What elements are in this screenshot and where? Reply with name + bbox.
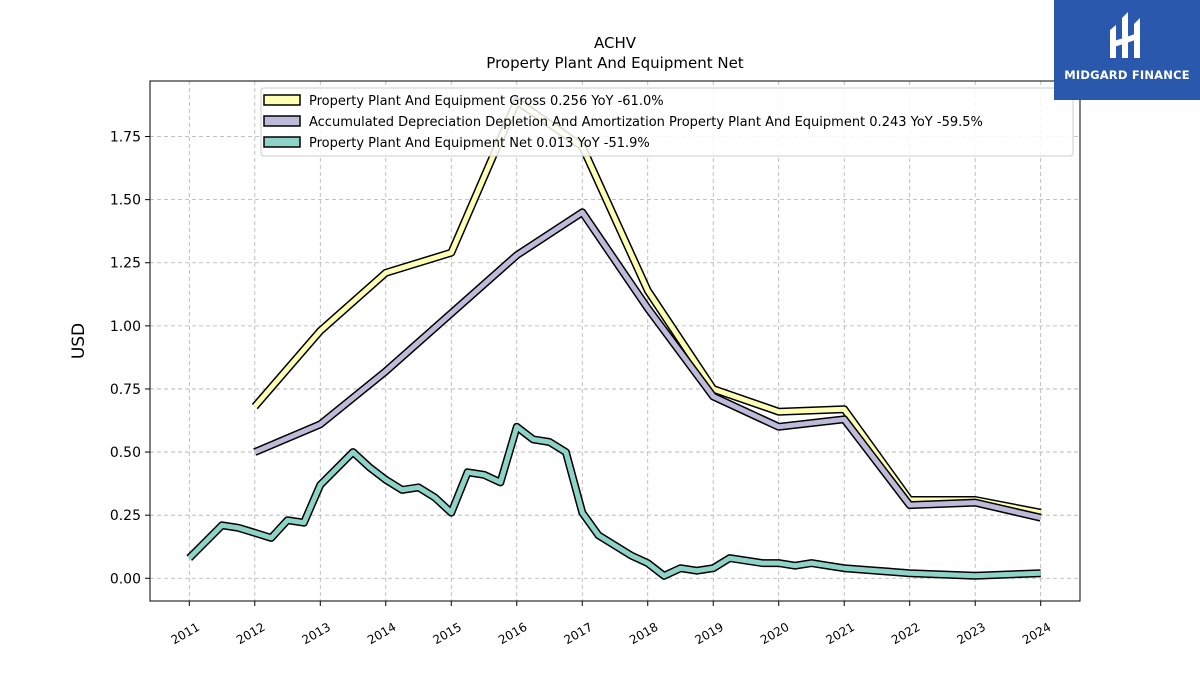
y-tick-label: 0.25	[110, 508, 141, 524]
logo-text: MIDGARD FINANCE	[1064, 68, 1190, 82]
y-tick-label: 1.25	[110, 256, 141, 272]
x-tick-label: 2019	[693, 620, 726, 647]
midgard-finance-logo: MIDGARD FINANCE	[1054, 0, 1200, 100]
legend-swatch	[263, 94, 301, 106]
logo-mark-icon	[1110, 12, 1140, 58]
chart-subtitle: Property Plant And Equipment Net	[486, 54, 743, 72]
x-tick-label: 2013	[300, 620, 333, 647]
series-layer	[186, 97, 1042, 580]
x-tick-label: 2016	[496, 620, 529, 647]
series-3	[186, 422, 1041, 580]
y-tick-label: 1.75	[110, 130, 141, 146]
y-tick-label: 0.75	[110, 382, 141, 398]
y-tick-label: 0.00	[110, 571, 141, 587]
legend-label: Property Plant And Equipment Gross 0.256…	[309, 94, 664, 109]
x-tick-label: 2012	[234, 620, 267, 647]
series-line	[253, 209, 1042, 521]
x-tick-label: 2020	[758, 620, 791, 647]
legend-box	[260, 87, 1074, 157]
plot-area-frame	[149, 80, 1081, 602]
x-tick-label: 2017	[562, 620, 595, 647]
x-tick-label: 2015	[431, 620, 464, 647]
x-tick-label: 2018	[627, 620, 660, 647]
legend-swatch	[263, 115, 301, 127]
x-tick-label: 2022	[889, 620, 922, 647]
series-2	[253, 208, 1042, 522]
legend-label: Accumulated Depreciation Depletion And A…	[309, 115, 983, 130]
x-tick-label: 2023	[954, 620, 987, 647]
y-tick-label: 1.00	[110, 319, 141, 335]
legend-swatch	[263, 136, 301, 148]
x-tick-label: 2011	[169, 620, 202, 647]
x-tick-label: 2021	[823, 620, 856, 647]
series-line	[187, 424, 1041, 579]
legend: Property Plant And Equipment Gross 0.256…	[260, 87, 1074, 157]
legend-label: Property Plant And Equipment Net 0.013 Y…	[309, 136, 650, 151]
y-tick-label: 1.50	[110, 193, 141, 209]
chart-title: ACHV	[594, 34, 637, 52]
y-tick-label: 0.50	[110, 445, 141, 461]
y-axis-label: USD	[69, 323, 89, 359]
x-tick-label: 2014	[365, 620, 398, 647]
x-tick-label: 2024	[1020, 620, 1053, 647]
